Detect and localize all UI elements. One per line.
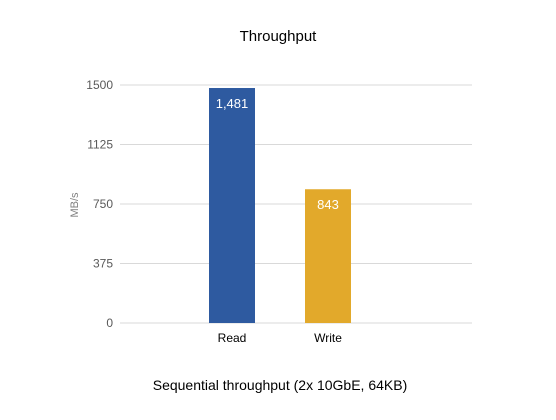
category-label-read: Read (218, 331, 247, 345)
bar-read (209, 88, 255, 323)
gridlines (120, 85, 472, 323)
chart-title: Throughput (240, 28, 318, 45)
y-tick-label: 750 (93, 197, 113, 211)
data-label-read: 1,481 (216, 96, 249, 111)
y-tick-label: 0 (106, 316, 113, 330)
category-label-write: Write (314, 331, 342, 345)
chart-caption: Sequential throughput (2x 10GbE, 64KB) (153, 377, 408, 393)
y-tick-label: 375 (93, 257, 113, 271)
bars: 1,481 843 (209, 88, 351, 323)
y-tick-label: 1500 (86, 78, 113, 92)
y-tick-label: 1125 (87, 138, 113, 152)
data-label-write: 843 (317, 197, 339, 212)
y-axis-ticks: 0 375 750 1125 1500 (86, 78, 113, 330)
x-axis-categories: Read Write (218, 331, 343, 345)
y-axis-label: MB/s (69, 192, 81, 218)
